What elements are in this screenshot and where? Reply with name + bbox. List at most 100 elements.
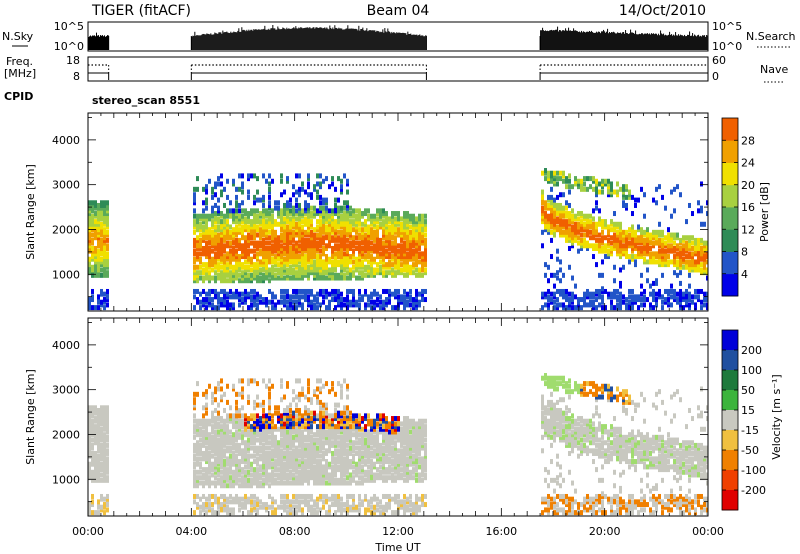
heatmap-cell: [403, 254, 406, 260]
heatmap-cell: [424, 297, 427, 303]
heatmap-cell: [229, 405, 232, 411]
heatmap-cell: [280, 237, 283, 243]
heatmap-cell: [337, 216, 340, 222]
heatmap-cell: [379, 264, 382, 270]
heatmap-cell: [241, 270, 244, 276]
heatmap-cell: [274, 507, 277, 513]
heatmap-cell: [268, 407, 271, 413]
heatmap-cell: [283, 440, 286, 446]
heatmap-cell: [247, 469, 250, 475]
heatmap-cell: [289, 221, 292, 227]
heatmap-cell: [241, 467, 244, 473]
heatmap-cell: [634, 254, 637, 260]
heatmap-cell: [259, 440, 262, 446]
heatmap-cell: [100, 237, 103, 243]
heatmap-cell: [337, 221, 340, 227]
heatmap-cell: [667, 232, 670, 238]
heatmap-cell: [598, 294, 601, 300]
heatmap-cell: [97, 448, 100, 454]
heatmap-cell: [196, 186, 199, 192]
heatmap-cell: [643, 294, 646, 300]
heatmap-cell: [310, 302, 313, 308]
heatmap-cell: [268, 211, 271, 217]
heatmap-cell: [706, 305, 708, 311]
heatmap-cell: [418, 232, 421, 238]
heatmap-cell: [346, 254, 349, 260]
heatmap-cell: [256, 216, 259, 222]
heatmap-cell: [394, 259, 397, 265]
heatmap-cell: [238, 221, 241, 227]
heatmap-cell: [418, 221, 421, 227]
heatmap-cell: [604, 288, 607, 294]
heatmap-cell: [415, 294, 418, 300]
heatmap-cell: [289, 254, 292, 260]
heatmap-cell: [673, 288, 676, 294]
heatmap-cell: [388, 224, 391, 230]
heatmap-cell: [256, 432, 259, 438]
heatmap-cell: [250, 240, 253, 246]
heatmap-cell: [247, 232, 250, 238]
heatmap-cell: [571, 227, 574, 233]
heatmap-cell: [286, 475, 289, 481]
heatmap-cell: [334, 221, 337, 227]
heatmap-cell: [547, 264, 550, 270]
heatmap-cell: [289, 472, 292, 478]
heatmap-cell: [541, 216, 544, 222]
heatmap-cell: [613, 227, 616, 233]
heatmap-cell: [640, 248, 643, 254]
heatmap-cell: [298, 245, 301, 251]
heatmap-cell: [382, 235, 385, 241]
heatmap-cell: [217, 448, 220, 454]
heatmap-cell: [346, 224, 349, 230]
heatmap-cell: [289, 248, 292, 254]
heatmap-cell: [409, 251, 412, 257]
heatmap-cell: [223, 243, 226, 249]
heatmap-cell: [196, 272, 199, 278]
heatmap-cell: [391, 229, 394, 235]
heatmap-cell: [313, 302, 316, 308]
heatmap-cell: [253, 262, 256, 268]
heatmap-cell: [598, 216, 601, 222]
heatmap-cell: [88, 224, 91, 230]
heatmap-cell: [250, 434, 253, 440]
heatmap-cell: [259, 434, 262, 440]
heatmap-cell: [559, 259, 562, 265]
heatmap-cell: [211, 259, 214, 265]
heatmap-cell: [673, 294, 676, 300]
heatmap-cell: [106, 294, 109, 300]
heatmap-cell: [316, 305, 319, 311]
heatmap-cell: [280, 461, 283, 467]
heatmap-cell: [331, 251, 334, 257]
freq-tick-top: 18: [66, 54, 80, 67]
heatmap-cell: [244, 240, 247, 246]
heatmap-cell: [385, 243, 388, 249]
heatmap-cell: [244, 211, 247, 217]
heatmap-cell: [664, 235, 667, 241]
heatmap-cell: [97, 264, 100, 270]
heatmap-cell: [421, 264, 424, 270]
heatmap-cell: [334, 256, 337, 262]
heatmap-cell: [292, 208, 295, 214]
heatmap-cell: [193, 192, 196, 198]
heatmap-cell: [292, 426, 295, 432]
heatmap-cell: [220, 426, 223, 432]
heatmap-cell: [412, 240, 415, 246]
heatmap-cell: [199, 221, 202, 227]
heatmap-cell: [301, 288, 304, 294]
heatmap-cell: [643, 232, 646, 238]
heatmap-cell: [277, 240, 280, 246]
heatmap-cell: [622, 184, 625, 190]
heatmap-cell: [622, 294, 625, 300]
heatmap-cell: [277, 467, 280, 473]
heatmap-cell: [289, 216, 292, 222]
heatmap-cell: [217, 208, 220, 214]
heatmap-cell: [274, 248, 277, 254]
heatmap-cell: [574, 216, 577, 222]
heatmap-cell: [319, 184, 322, 190]
heatmap-cell: [106, 424, 109, 430]
heatmap-cell: [94, 469, 97, 475]
heatmap-cell: [100, 208, 103, 214]
heatmap-cell: [232, 270, 235, 276]
heatmap-cell: [565, 237, 568, 243]
heatmap-cell: [226, 211, 229, 217]
